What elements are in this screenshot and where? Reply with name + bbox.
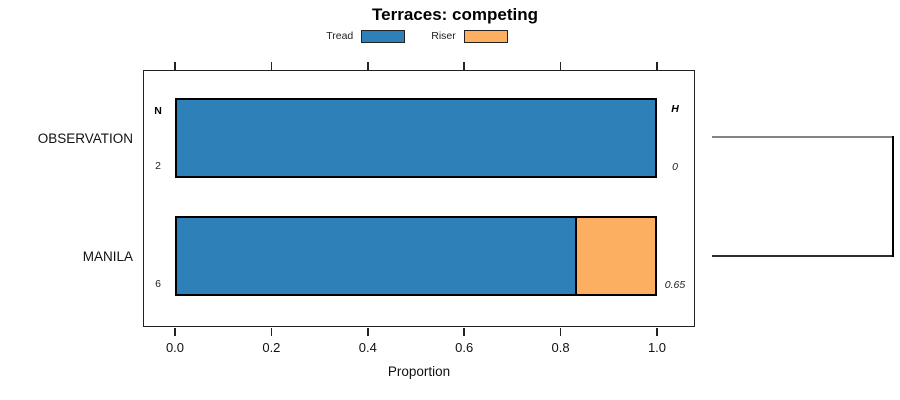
- x-axis-tick-bottom: [656, 328, 658, 336]
- legend-label: Tread: [326, 30, 354, 42]
- x-axis-tick-bottom: [367, 328, 369, 336]
- h-value: 0: [672, 161, 678, 173]
- x-axis-title: Proportion: [387, 364, 451, 379]
- tree-link-vertical-line: [892, 136, 894, 257]
- h-value: 0.65: [664, 279, 686, 291]
- x-axis-tick-bottom: [559, 328, 562, 336]
- legend-label: Riser: [431, 30, 456, 42]
- x-axis-tick-top: [174, 62, 176, 70]
- n-value: 2: [155, 160, 161, 172]
- x-axis-tick-label: 0.2: [262, 340, 281, 355]
- column-header-h: H: [671, 103, 679, 115]
- bar-row: [175, 216, 657, 296]
- category-label-observation: OBSERVATION: [37, 130, 133, 146]
- legend-item-tread: Tread: [326, 29, 406, 43]
- bar-segment-tread: [177, 218, 576, 294]
- legend-item-riser: Riser: [431, 29, 508, 43]
- chart-title: Terraces: competing: [372, 5, 538, 24]
- x-axis-tick-label: 0.6: [455, 340, 474, 355]
- x-axis-tick-label: 0.0: [165, 340, 185, 355]
- legend-swatch-riser: [463, 29, 508, 43]
- column-header-n: N: [154, 105, 162, 117]
- x-axis-tick-top: [270, 62, 273, 70]
- x-axis-tick-top: [367, 62, 369, 70]
- x-axis-tick-bottom: [270, 328, 273, 336]
- bar-segment-tread: [177, 100, 655, 176]
- x-axis-tick-top: [656, 62, 658, 70]
- legend-swatch-tread: [361, 29, 406, 43]
- x-axis-tick-bottom: [463, 328, 465, 336]
- category-label-manila: MANILA: [82, 248, 133, 264]
- x-axis-tick-label: 0.8: [551, 340, 570, 355]
- x-axis-tick-bottom: [174, 328, 176, 336]
- legend: Tread Riser: [0, 27, 834, 45]
- tree-link-top-line: [712, 136, 894, 138]
- x-axis-tick-label: 1.0: [647, 340, 667, 355]
- bar-row: [175, 98, 657, 178]
- tree-link-bottom-line: [712, 255, 894, 257]
- x-axis-tick-top: [463, 62, 465, 70]
- bar-segment-riser: [575, 218, 655, 294]
- n-value: 6: [155, 278, 161, 290]
- x-axis-tick-top: [559, 62, 562, 70]
- x-axis-tick-label: 0.4: [358, 340, 377, 355]
